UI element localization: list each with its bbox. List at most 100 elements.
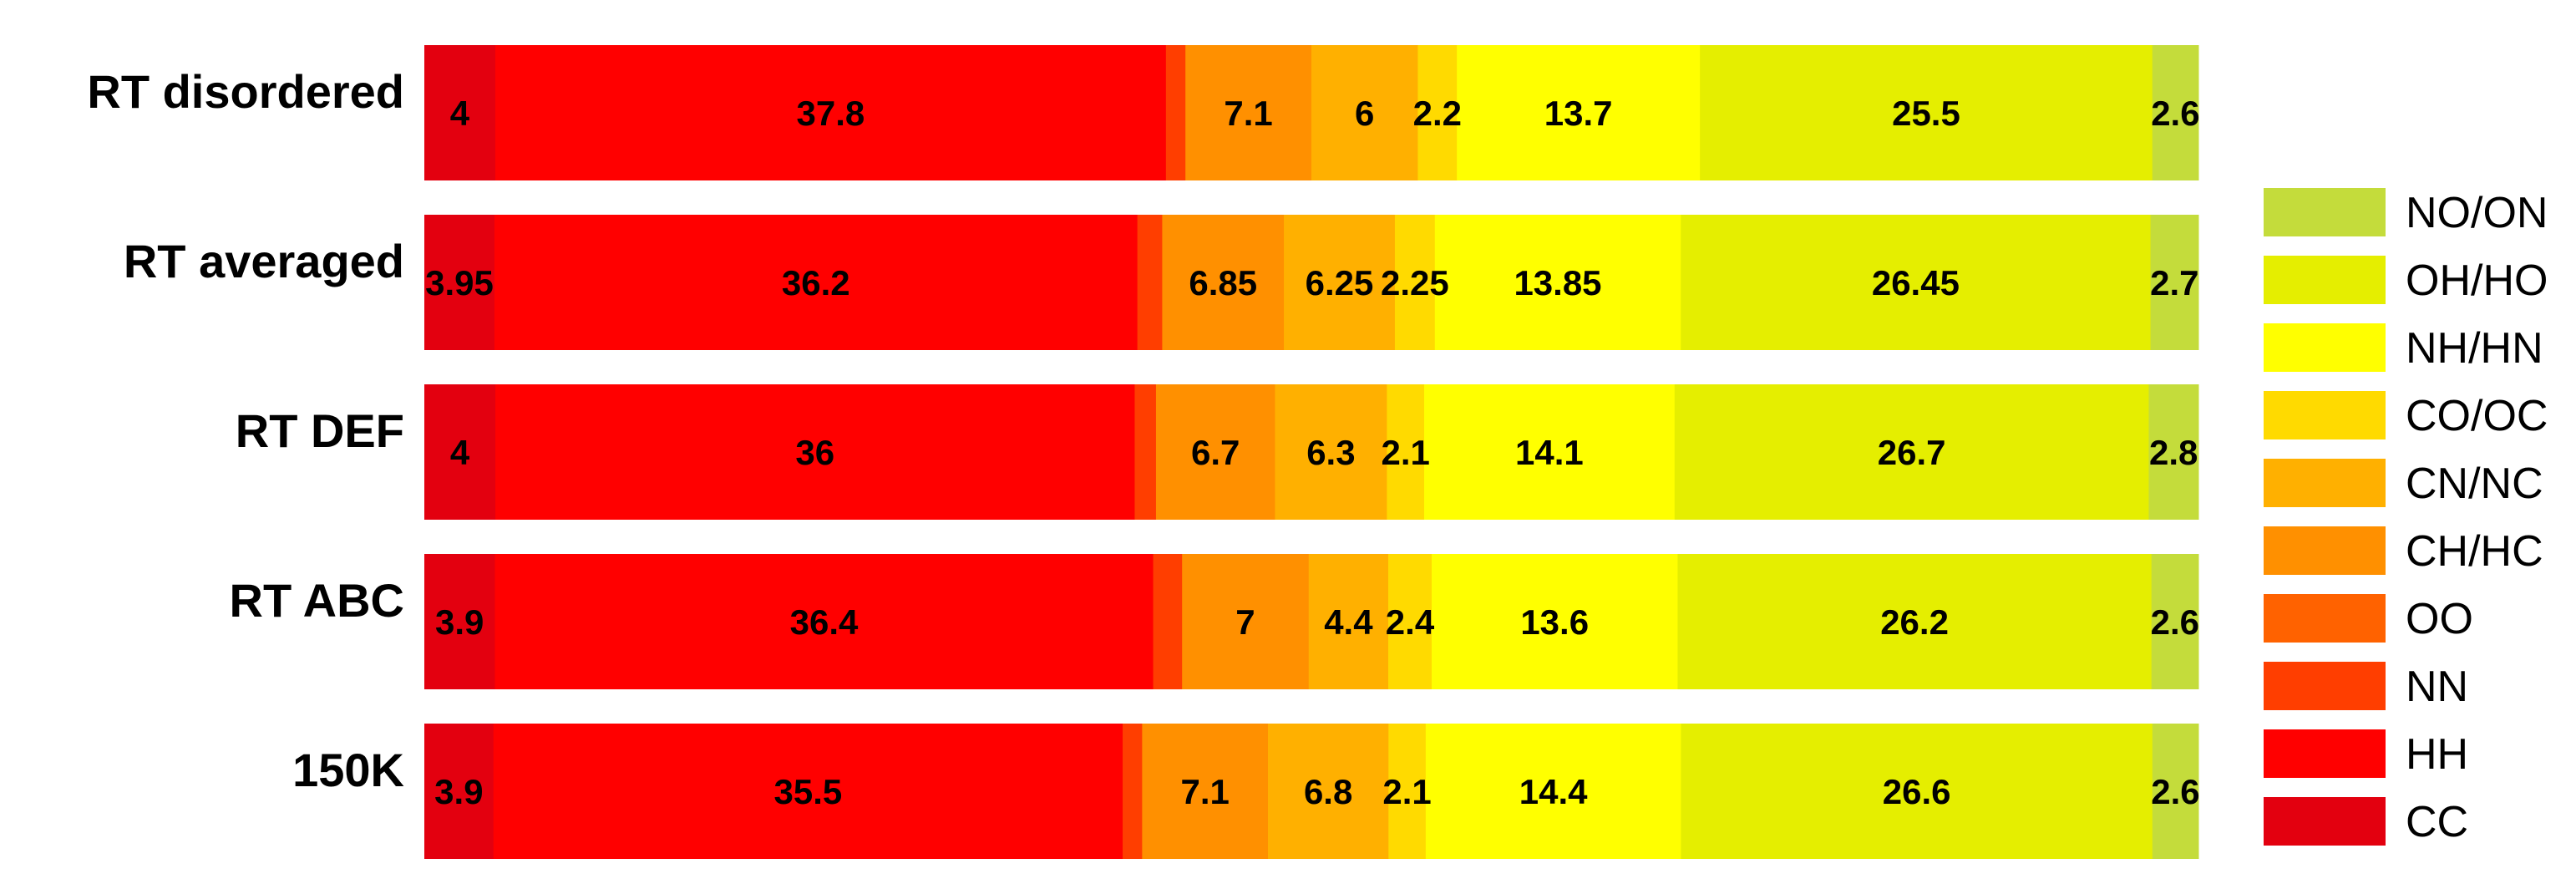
legend-swatch-nh-hn xyxy=(2264,323,2386,372)
data-label-rt-disordered-cn-nc: 6 xyxy=(1355,94,1374,133)
legend-item-nn: NN xyxy=(2264,662,2468,711)
data-label-150k-cc: 3.9 xyxy=(434,772,483,811)
data-label-rt-averaged-nh-hn: 13.85 xyxy=(1514,263,1601,302)
legend-label-ch-hc: CH/HC xyxy=(2406,527,2543,576)
data-label-rt-def-nh-hn: 14.1 xyxy=(1515,433,1584,472)
bar-segment-rt-averaged-nh-hn xyxy=(1434,215,1681,350)
legend-item-oo: OO xyxy=(2264,594,2473,643)
data-label-rt-averaged-ch-hc: 6.85 xyxy=(1189,263,1257,302)
bar-segment-150k-co-oc xyxy=(1388,724,1427,859)
legend-item-oh-ho: OH/HO xyxy=(2264,256,2548,305)
bar-segment-rt-averaged-co-oc xyxy=(1394,215,1436,350)
bar-segment-rt-averaged-oh-ho xyxy=(1681,215,2152,350)
bar-segment-rt-def-no-on xyxy=(2148,384,2199,520)
bar-segment-rt-disordered-cc xyxy=(424,45,496,180)
data-label-rt-disordered-hh: 37.8 xyxy=(797,94,865,133)
row-label-rt-disordered: RT disordered xyxy=(87,65,404,118)
data-label-rt-abc-cc: 3.9 xyxy=(435,602,484,642)
bars-layer xyxy=(424,45,2199,859)
row-labels-layer: RT disordered RT averaged RT DEF RT ABC 150K xyxy=(87,65,404,796)
data-label-rt-def-cc: 4 xyxy=(450,433,470,472)
bar-segment-rt-abc-no-on xyxy=(2151,554,2199,689)
data-label-rt-abc-hh: 36.4 xyxy=(790,602,859,642)
legend-item-co-oc: CO/OC xyxy=(2264,391,2548,440)
bar-segment-rt-def-oh-ho xyxy=(1674,384,2149,520)
data-label-rt-disordered-cc: 4 xyxy=(450,94,470,133)
legend-label-nn: NN xyxy=(2406,663,2468,711)
bar-segment-150k-nn xyxy=(1123,724,1143,859)
legend-swatch-hh xyxy=(2264,729,2386,778)
legend-label-nh-hn: NH/HN xyxy=(2406,324,2543,373)
data-label-rt-abc-co-oc: 2.4 xyxy=(1386,602,1435,642)
data-label-rt-disordered-co-oc: 2.2 xyxy=(1413,94,1462,133)
legend-swatch-cn-nc xyxy=(2264,459,2386,507)
bar-segment-150k-cc xyxy=(424,724,494,859)
bar-segment-rt-abc-ch-hc xyxy=(1182,554,1310,689)
bar-segment-150k-nh-hn xyxy=(1425,724,1681,859)
data-label-rt-averaged-hh: 36.2 xyxy=(782,263,850,302)
row-label-rt-def: RT DEF xyxy=(236,404,404,457)
legend-label-oo: OO xyxy=(2406,595,2473,643)
legend-swatch-nn xyxy=(2264,662,2386,710)
data-label-150k-ch-hc: 7.1 xyxy=(1180,772,1229,811)
bar-segment-rt-def-nn xyxy=(1134,384,1157,520)
data-label-rt-averaged-co-oc: 2.25 xyxy=(1381,263,1449,302)
legend-swatch-oo xyxy=(2264,594,2386,643)
data-label-rt-disordered-nh-hn: 13.7 xyxy=(1544,94,1613,133)
row-label-150k: 150K xyxy=(292,744,404,796)
bar-segment-rt-disordered-cn-nc xyxy=(1311,45,1418,180)
legend-label-hh: HH xyxy=(2406,730,2468,779)
bar-segment-rt-abc-co-oc xyxy=(1388,554,1433,689)
bar-segment-rt-disordered-no-on xyxy=(2152,45,2199,180)
data-label-150k-co-oc: 2.1 xyxy=(1382,772,1431,811)
legend-swatch-cc xyxy=(2264,797,2386,846)
bar-segment-rt-averaged-no-on xyxy=(2150,215,2199,350)
data-label-150k-nh-hn: 14.4 xyxy=(1519,772,1588,811)
legend-label-oh-ho: OH/HO xyxy=(2406,257,2548,305)
bar-segment-rt-disordered-nn xyxy=(1165,45,1186,180)
row-label-rt-abc: RT ABC xyxy=(230,574,404,627)
data-label-rt-disordered-no-on: 2.6 xyxy=(2151,94,2199,133)
legend-swatch-oh-ho xyxy=(2264,256,2386,304)
data-label-rt-abc-oh-ho: 26.2 xyxy=(1880,602,1949,642)
data-label-rt-abc-cn-nc: 4.4 xyxy=(1324,602,1373,642)
data-label-rt-abc-no-on: 2.6 xyxy=(2151,602,2199,642)
bar-segment-rt-abc-cc xyxy=(424,554,495,689)
bar-segment-150k-no-on xyxy=(2152,724,2199,859)
data-label-150k-cn-nc: 6.8 xyxy=(1304,772,1352,811)
data-label-rt-def-ch-hc: 6.7 xyxy=(1191,433,1240,472)
legend-swatch-ch-hc xyxy=(2264,526,2386,575)
legend-item-cc: CC xyxy=(2264,797,2468,846)
bar-segment-150k-ch-hc xyxy=(1142,724,1269,859)
legend-item-nh-hn: NH/HN xyxy=(2264,323,2543,373)
data-label-rt-averaged-oh-ho: 26.45 xyxy=(1872,263,1960,302)
data-label-150k-oh-ho: 26.6 xyxy=(1883,772,1951,811)
data-label-150k-no-on: 2.6 xyxy=(2151,772,2199,811)
bar-segment-rt-def-cc xyxy=(424,384,496,520)
segment-labels-layer: 4 37.8 7.1 6 2.2 13.7 25.5 2.63.95 36.2 6.85 6.25 2… xyxy=(425,94,2200,811)
row-label-rt-averaged: RT averaged xyxy=(124,235,404,287)
data-label-rt-def-co-oc: 2.1 xyxy=(1381,433,1429,472)
bar-segment-150k-cn-nc xyxy=(1268,724,1389,859)
data-label-rt-def-cn-nc: 6.3 xyxy=(1306,433,1355,472)
bar-segment-rt-def-nh-hn xyxy=(1424,384,1676,520)
legend: NO/ON OH/HO NH/HN CO/OC CN/NC CH/HC OO NN HH CC xyxy=(2264,188,2548,846)
bar-segment-rt-def-cn-nc xyxy=(1275,384,1387,520)
legend-swatch-no-on xyxy=(2264,188,2386,236)
data-label-150k-hh: 35.5 xyxy=(774,772,843,811)
bar-segment-rt-averaged-hh xyxy=(494,215,1138,350)
bar-segment-rt-def-ch-hc xyxy=(1155,384,1275,520)
bar-segment-rt-disordered-hh xyxy=(494,45,1167,180)
data-label-rt-disordered-oh-ho: 25.5 xyxy=(1892,94,1960,133)
legend-label-no-on: NO/ON xyxy=(2406,189,2548,237)
legend-label-co-oc: CO/OC xyxy=(2406,392,2548,440)
data-label-rt-disordered-ch-hc: 7.1 xyxy=(1224,94,1272,133)
bar-segment-150k-oh-ho xyxy=(1681,724,2153,859)
bar-segment-rt-def-co-oc xyxy=(1387,384,1425,520)
bar-segment-rt-abc-cn-nc xyxy=(1308,554,1389,689)
data-label-rt-averaged-no-on: 2.7 xyxy=(2150,263,2198,302)
data-label-rt-def-hh: 36 xyxy=(795,433,834,472)
data-label-rt-averaged-cc: 3.95 xyxy=(425,263,494,302)
bar-segment-rt-disordered-co-oc xyxy=(1417,45,1458,180)
